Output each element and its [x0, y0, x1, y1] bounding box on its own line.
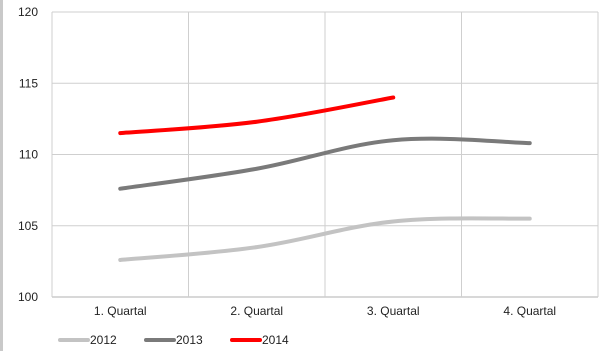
series-line-2012: [118, 216, 532, 262]
legend-label: 2013: [176, 333, 203, 347]
x-tick-label: 3. Quartal: [367, 304, 420, 318]
y-tick-label: 115: [19, 76, 38, 90]
y-tick-label: 105: [18, 219, 38, 233]
x-tick-label: 4. Quartal: [503, 304, 556, 318]
y-tick-label: 100: [18, 290, 38, 304]
legend-label: 2014: [262, 333, 289, 347]
y-tick-label: 110: [19, 148, 38, 162]
series-lines: [118, 95, 532, 262]
y-axis: 100 105 110 115 120: [18, 5, 38, 304]
y-tick-label: 120: [18, 5, 38, 19]
x-tick-label: 2. Quartal: [230, 304, 283, 318]
left-border: [0, 0, 3, 351]
x-tick-label: 1. Quartal: [94, 304, 147, 318]
legend: 2012 2013 2014: [58, 333, 289, 347]
legend-label: 2012: [90, 333, 117, 347]
series-line-2013: [118, 136, 532, 191]
series-line-2014: [118, 95, 396, 136]
x-axis: 1. Quartal 2. Quartal 3. Quartal 4. Quartal: [94, 304, 556, 318]
